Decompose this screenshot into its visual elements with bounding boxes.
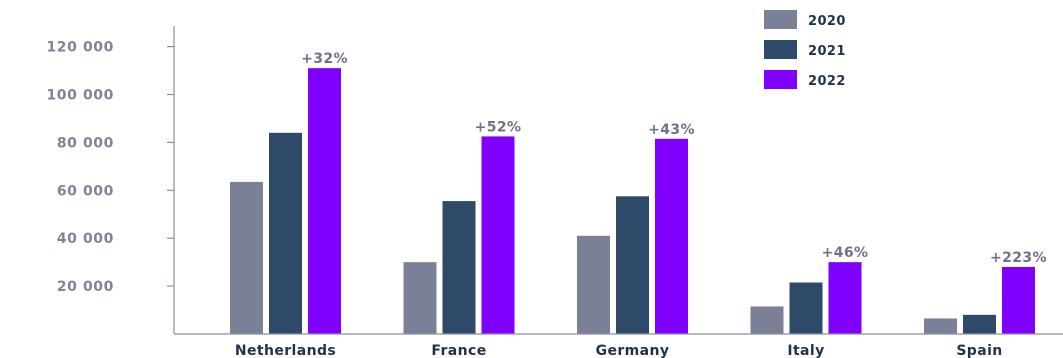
growth-annotations: +32% +52% +43% +46% +223%: [301, 51, 1047, 266]
bar-germany-2021: [616, 196, 649, 334]
bar-spain-2021: [963, 314, 996, 334]
bar-netherlands-2022: [308, 68, 341, 334]
y-tick-label: 80 000: [57, 135, 114, 151]
x-category-label: Spain: [956, 343, 1002, 358]
growth-label: +32%: [301, 51, 348, 67]
growth-label: +43%: [648, 122, 695, 138]
bar-netherlands-2021: [269, 132, 302, 334]
y-axis: 20 000 40 000 60 000 80 000 100 000 120 000: [46, 26, 175, 334]
bar-italy-2022: [828, 262, 862, 334]
bar-germany-2022: [655, 138, 688, 334]
growth-label: +52%: [475, 119, 522, 135]
x-category-label: Netherlands: [235, 343, 336, 358]
y-tick-label: 20 000: [57, 279, 114, 295]
x-category-label: Germany: [596, 343, 670, 358]
bar-germany-2020: [577, 235, 610, 334]
y-tick-label: 100 000: [46, 88, 114, 104]
legend-label: 2022: [808, 74, 846, 89]
bar-italy-2020: [750, 306, 784, 334]
legend-swatch-2021: [764, 40, 797, 59]
bar-france-2021: [442, 201, 476, 334]
legend: 2020 2021 2022: [764, 10, 846, 89]
y-tick-label: 60 000: [57, 183, 114, 199]
bar-france-2020: [403, 262, 437, 334]
growth-label: +46%: [822, 245, 869, 261]
x-category-label: France: [431, 343, 486, 358]
x-category-label: Italy: [787, 343, 824, 358]
bar-spain-2022: [1002, 266, 1035, 334]
legend-label: 2021: [808, 44, 846, 59]
bar-france-2022: [481, 136, 515, 334]
legend-label: 2020: [808, 14, 846, 29]
legend-swatch-2020: [764, 10, 797, 29]
legend-swatch-2022: [764, 70, 797, 89]
y-tick-label: 40 000: [57, 231, 114, 247]
bars: [230, 68, 1035, 334]
x-axis: Netherlands France Germany Italy Spain: [174, 333, 1063, 358]
growth-label: +223%: [990, 250, 1047, 266]
bar-spain-2020: [924, 318, 957, 334]
y-tick-label: 120 000: [46, 40, 114, 56]
bar-netherlands-2020: [230, 181, 263, 334]
bar-italy-2021: [789, 282, 823, 334]
